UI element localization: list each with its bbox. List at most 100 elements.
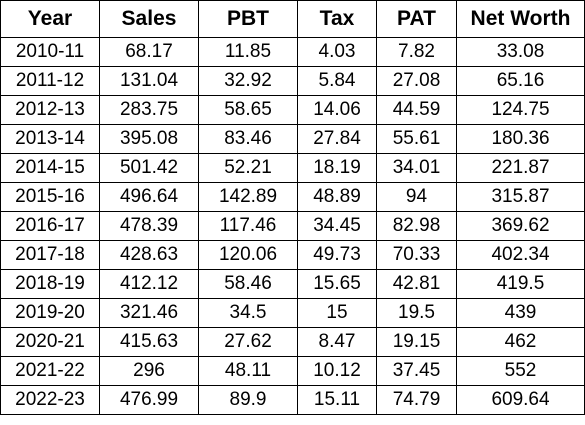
cell-pat: 37.45 [376,356,457,386]
table-row: 2010-11 68.17 11.85 4.03 7.82 33.08 [0,37,585,67]
header-year: Year [0,0,100,38]
table-row: 2018-19 412.12 58.46 15.65 42.81 419.5 [0,269,585,299]
cell-pbt: 83.46 [198,124,298,154]
cell-year: 2018-19 [0,269,100,299]
cell-pbt: 58.65 [198,95,298,125]
cell-pat: 7.82 [376,37,457,67]
cell-sales: 501.42 [99,153,199,183]
cell-tax: 34.45 [297,211,377,241]
table-row: 2021-22 296 48.11 10.12 37.45 552 [0,356,585,386]
cell-net-worth: 315.87 [456,182,585,212]
cell-pbt: 32.92 [198,66,298,96]
cell-year: 2021-22 [0,356,100,386]
cell-year: 2013-14 [0,124,100,154]
table-row: 2012-13 283.75 58.65 14.06 44.59 124.75 [0,95,585,125]
cell-pat: 19.5 [376,298,457,328]
cell-pbt: 58.46 [198,269,298,299]
cell-net-worth: 369.62 [456,211,585,241]
cell-tax: 18.19 [297,153,377,183]
table-row: 2015-16 496.64 142.89 48.89 94 315.87 [0,182,585,212]
cell-year: 2012-13 [0,95,100,125]
cell-pat: 74.79 [376,385,457,415]
table-body: 2010-11 68.17 11.85 4.03 7.82 33.08 2011-12 131… [0,37,585,415]
cell-tax: 8.47 [297,327,377,357]
cell-pbt: 89.9 [198,385,298,415]
financial-table: Year Sales PBT Tax PAT Net Worth 2010-11… [0,0,585,415]
cell-year: 2019-20 [0,298,100,328]
cell-pbt: 142.89 [198,182,298,212]
cell-pat: 82.98 [376,211,457,241]
cell-year: 2011-12 [0,66,100,96]
table-row: 2013-14 395.08 83.46 27.84 55.61 180.36 [0,124,585,154]
cell-sales: 428.63 [99,240,199,270]
cell-sales: 283.75 [99,95,199,125]
cell-pbt: 34.5 [198,298,298,328]
cell-net-worth: 462 [456,327,585,357]
cell-pbt: 52.21 [198,153,298,183]
header-sales: Sales [99,0,199,38]
cell-tax: 14.06 [297,95,377,125]
cell-sales: 321.46 [99,298,199,328]
cell-net-worth: 124.75 [456,95,585,125]
cell-pat: 27.08 [376,66,457,96]
cell-pbt: 27.62 [198,327,298,357]
cell-pbt: 48.11 [198,356,298,386]
cell-sales: 412.12 [99,269,199,299]
cell-tax: 49.73 [297,240,377,270]
cell-sales: 395.08 [99,124,199,154]
cell-tax: 27.84 [297,124,377,154]
table-row: 2019-20 321.46 34.5 15 19.5 439 [0,298,585,328]
header-pat: PAT [376,0,457,38]
cell-tax: 5.84 [297,66,377,96]
cell-year: 2014-15 [0,153,100,183]
cell-year: 2017-18 [0,240,100,270]
table-row: 2014-15 501.42 52.21 18.19 34.01 221.87 [0,153,585,183]
cell-sales: 415.63 [99,327,199,357]
table-row: 2017-18 428.63 120.06 49.73 70.33 402.34 [0,240,585,270]
cell-pbt: 11.85 [198,37,298,67]
cell-sales: 496.64 [99,182,199,212]
header-row: Year Sales PBT Tax PAT Net Worth [0,0,585,38]
cell-pbt: 120.06 [198,240,298,270]
cell-tax: 10.12 [297,356,377,386]
cell-pat: 19.15 [376,327,457,357]
cell-tax: 15.11 [297,385,377,415]
cell-net-worth: 65.16 [456,66,585,96]
cell-sales: 296 [99,356,199,386]
cell-sales: 476.99 [99,385,199,415]
cell-net-worth: 552 [456,356,585,386]
table-row: 2016-17 478.39 117.46 34.45 82.98 369.62 [0,211,585,241]
cell-year: 2010-11 [0,37,100,67]
header-pbt: PBT [198,0,298,38]
table-row: 2022-23 476.99 89.9 15.11 74.79 609.64 [0,385,585,415]
cell-net-worth: 609.64 [456,385,585,415]
cell-tax: 48.89 [297,182,377,212]
cell-tax: 15.65 [297,269,377,299]
cell-net-worth: 419.5 [456,269,585,299]
cell-pat: 34.01 [376,153,457,183]
cell-net-worth: 221.87 [456,153,585,183]
header-tax: Tax [297,0,377,38]
cell-net-worth: 402.34 [456,240,585,270]
cell-pat: 42.81 [376,269,457,299]
cell-year: 2020-21 [0,327,100,357]
header-net-worth: Net Worth [456,0,585,38]
table-row: 2011-12 131.04 32.92 5.84 27.08 65.16 [0,66,585,96]
cell-pbt: 117.46 [198,211,298,241]
table-header: Year Sales PBT Tax PAT Net Worth [0,0,585,38]
cell-tax: 15 [297,298,377,328]
cell-pat: 94 [376,182,457,212]
cell-net-worth: 33.08 [456,37,585,67]
cell-year: 2016-17 [0,211,100,241]
cell-sales: 478.39 [99,211,199,241]
cell-sales: 68.17 [99,37,199,67]
cell-year: 2022-23 [0,385,100,415]
cell-tax: 4.03 [297,37,377,67]
cell-year: 2015-16 [0,182,100,212]
cell-pat: 55.61 [376,124,457,154]
cell-net-worth: 180.36 [456,124,585,154]
table-row: 2020-21 415.63 27.62 8.47 19.15 462 [0,327,585,357]
cell-pat: 70.33 [376,240,457,270]
cell-pat: 44.59 [376,95,457,125]
cell-sales: 131.04 [99,66,199,96]
